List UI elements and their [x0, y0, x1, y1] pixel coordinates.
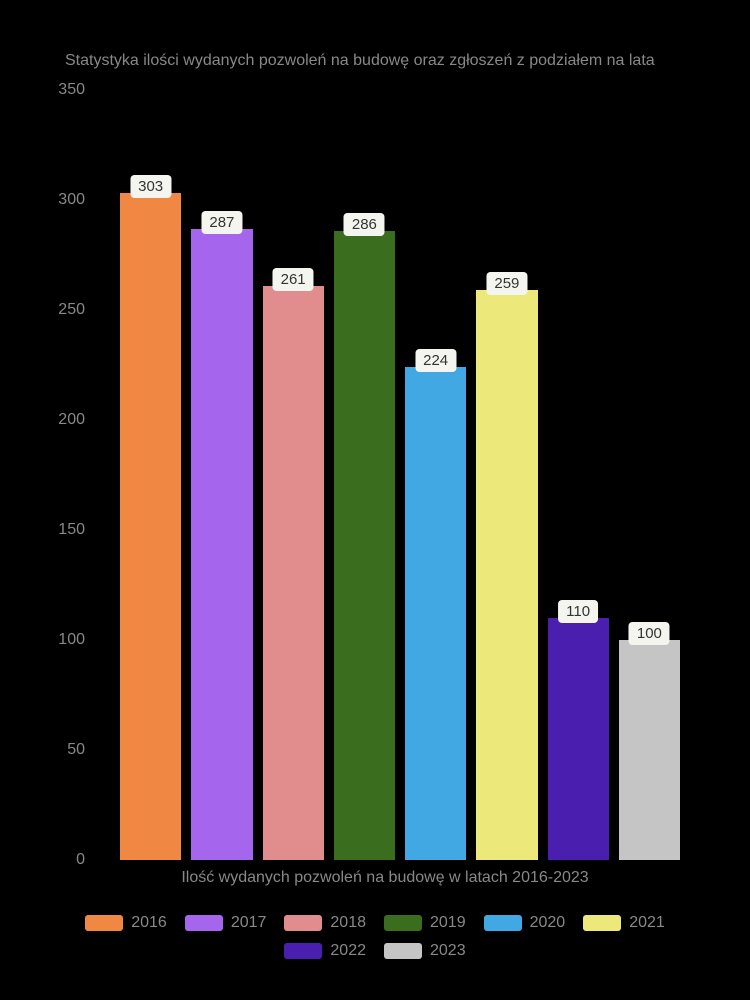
legend-swatch — [583, 915, 621, 931]
legend-swatch — [484, 915, 522, 931]
y-tick: 300 — [45, 191, 85, 209]
legend-swatch — [384, 915, 422, 931]
bar-value-label: 287 — [201, 211, 242, 234]
bar-2022: 110 — [548, 618, 609, 860]
chart-area: 050100150200250300350 303287261286224259… — [90, 90, 680, 860]
bar-2017: 287 — [191, 229, 252, 860]
y-tick: 50 — [45, 741, 85, 759]
legend-label: 2016 — [131, 914, 167, 932]
legend-swatch — [85, 915, 123, 931]
chart-title: Statystyka ilości wydanych pozwoleń na b… — [65, 52, 655, 70]
bar-2016: 303 — [120, 193, 181, 860]
legend-swatch — [284, 943, 322, 959]
legend-label: 2022 — [330, 942, 366, 960]
legend-item-2016: 2016 — [85, 914, 167, 932]
legend-item-2021: 2021 — [583, 914, 665, 932]
legend-label: 2023 — [430, 942, 466, 960]
y-tick: 150 — [45, 521, 85, 539]
bar-2021: 259 — [476, 290, 537, 860]
x-axis-label: Ilość wydanych pozwoleń na budowę w lata… — [181, 869, 588, 887]
legend-swatch — [384, 943, 422, 959]
legend-label: 2018 — [330, 914, 366, 932]
bar-value-label: 100 — [629, 622, 670, 645]
bar-2018: 261 — [263, 286, 324, 860]
legend-item-2023: 2023 — [384, 942, 466, 960]
bar-2020: 224 — [405, 367, 466, 860]
bar-2023: 100 — [619, 640, 680, 860]
legend: 2016 2017 2018 2019 2020 2021 2022 2023 — [0, 914, 750, 960]
legend-item-2022: 2022 — [284, 942, 366, 960]
legend-item-2019: 2019 — [384, 914, 466, 932]
y-tick: 250 — [45, 301, 85, 319]
bar-value-label: 261 — [273, 268, 314, 291]
legend-swatch — [284, 915, 322, 931]
bar-2019: 286 — [334, 231, 395, 860]
legend-item-2018: 2018 — [284, 914, 366, 932]
y-tick: 0 — [45, 851, 85, 869]
bar-value-label: 286 — [344, 213, 385, 236]
bars-container: 303287261286224259110100 — [120, 90, 680, 860]
y-tick: 100 — [45, 631, 85, 649]
legend-label: 2017 — [231, 914, 267, 932]
y-tick: 350 — [45, 81, 85, 99]
bar-value-label: 110 — [558, 600, 598, 623]
y-tick: 200 — [45, 411, 85, 429]
bar-value-label: 259 — [486, 272, 527, 295]
legend-label: 2019 — [430, 914, 466, 932]
legend-swatch — [185, 915, 223, 931]
legend-item-2020: 2020 — [484, 914, 566, 932]
legend-item-2017: 2017 — [185, 914, 267, 932]
bar-value-label: 303 — [130, 175, 171, 198]
bar-value-label: 224 — [415, 349, 456, 372]
legend-label: 2021 — [629, 914, 665, 932]
legend-label: 2020 — [530, 914, 566, 932]
